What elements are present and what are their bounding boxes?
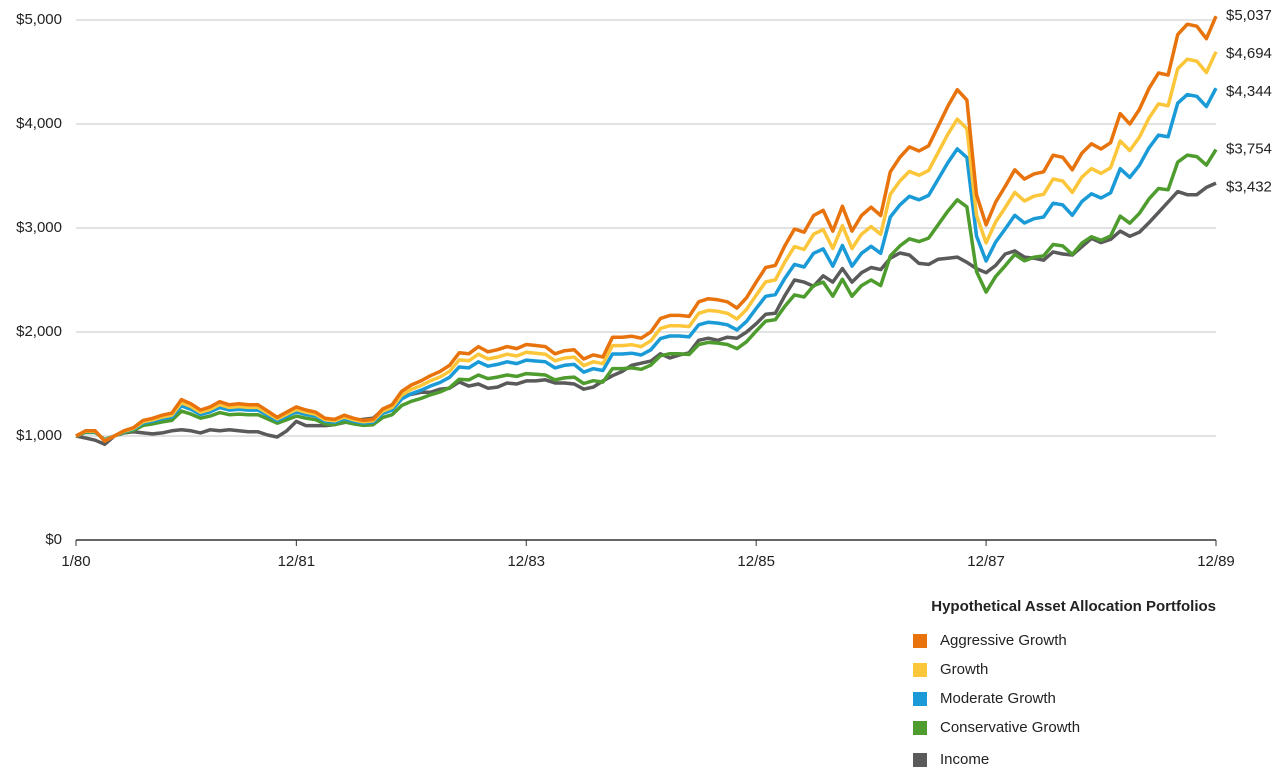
end-label: $3,432: [1226, 179, 1272, 196]
legend-swatch: [913, 753, 927, 767]
x-tick-label: 12/85: [737, 553, 775, 570]
end-label: $3,754: [1226, 141, 1272, 158]
legend-swatch: [913, 692, 927, 706]
x-tick-label: 12/81: [278, 553, 316, 570]
y-tick-label: $5,000: [16, 11, 62, 28]
end-label: $5,037: [1226, 7, 1272, 24]
legend-label: Aggressive Growth: [940, 632, 1067, 649]
y-tick-label: $1,000: [16, 427, 62, 444]
legend-title: Hypothetical Asset Allocation Portfolios: [931, 598, 1216, 615]
legend-label: Conservative Growth: [940, 719, 1080, 736]
legend-swatch: [913, 634, 927, 648]
end-label: $4,694: [1226, 45, 1272, 62]
x-tick-label: 1/80: [61, 553, 90, 570]
y-tick-label: $4,000: [16, 115, 62, 132]
y-tick-label: $3,000: [16, 219, 62, 236]
y-tick-label: $2,000: [16, 323, 62, 340]
y-tick-label: $0: [45, 531, 62, 548]
legend-label: Growth: [940, 661, 988, 678]
series-line: [75, 15, 1218, 443]
series-line: [75, 87, 1218, 443]
series-line: [75, 148, 1218, 442]
legend-label: Income: [940, 751, 989, 768]
x-tick-label: 12/83: [507, 553, 545, 570]
end-label: $4,344: [1226, 83, 1272, 100]
series-line: [75, 181, 1217, 447]
legend-swatch: [913, 721, 927, 735]
series-line: [75, 51, 1218, 443]
legend-swatch: [913, 663, 927, 677]
x-tick-label: 12/89: [1197, 553, 1235, 570]
legend-label: Moderate Growth: [940, 690, 1056, 707]
x-tick-label: 12/87: [967, 553, 1005, 570]
